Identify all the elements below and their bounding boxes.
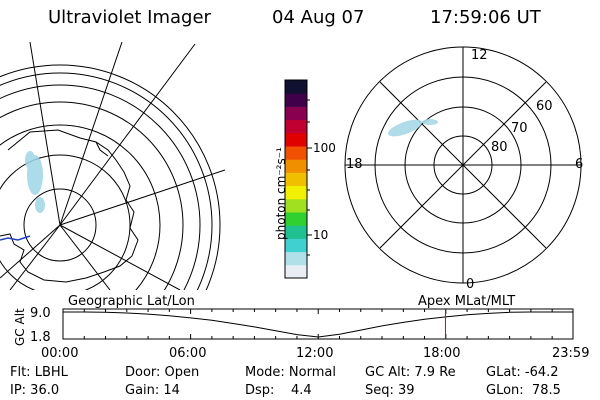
timeline-x-tick: 18:00: [423, 346, 461, 361]
lat-circle: [23, 188, 97, 262]
mlt-line: [379, 81, 547, 249]
lat-label-80: 80: [491, 140, 508, 155]
colorbar-cell: [285, 238, 307, 253]
lat-circle: [0, 101, 184, 290]
colorbar-cell: [285, 159, 307, 173]
meridian-line: [59, 224, 181, 290]
lat-circle: [0, 64, 221, 290]
mlt-label-6: 6: [575, 157, 584, 172]
gain-info: Gain: 14: [125, 383, 180, 398]
time-label: 17:59:06 UT: [430, 7, 541, 28]
colorbar-cell: [285, 225, 307, 239]
colorbar-cell: [285, 119, 307, 134]
glat-info: GLat: -64.2: [486, 365, 559, 380]
colorbar-cell: [285, 146, 307, 160]
aurora-emission: [25, 151, 45, 213]
aurora-emission: [387, 119, 438, 137]
meridian-line: [59, 43, 196, 226]
timeline-left-label: Geographic Lat/Lon: [68, 294, 195, 309]
timeline-y-tick-bottom: 1.8: [30, 330, 51, 345]
mlt-label-0: 0: [466, 277, 475, 292]
dsp-info: Dsp: 4.4: [245, 383, 312, 398]
coastline-highlight: [0, 235, 31, 241]
lat-circle: [0, 84, 201, 290]
glon-info: GLon: 78.5: [486, 383, 561, 398]
lat-label-60: 60: [536, 99, 553, 114]
timeline-x-tick: 06:00: [169, 346, 207, 361]
lat-circle: [0, 154, 131, 290]
timeline-x-tick: 23:59: [552, 346, 590, 361]
filter-info: Flt: LBHL: [10, 365, 68, 380]
mode-info: Mode: Normal: [245, 365, 336, 380]
colorbar-scale: [285, 80, 307, 279]
meridian-line: [29, 42, 61, 226]
colorbar-tick-10: 10: [313, 228, 329, 242]
altitude-curve: [63, 311, 573, 338]
lat-circle: [0, 124, 161, 290]
lat-circle: [0, 72, 213, 290]
colorbar-cell: [285, 172, 307, 187]
instrument-title: Ultraviolet Imager: [48, 7, 211, 28]
colorbar-cell: [285, 80, 307, 94]
ip-info: IP: 36.0: [10, 383, 60, 398]
timeline-y-tick-top: 9.0: [30, 306, 51, 321]
lat-label-70: 70: [511, 121, 528, 136]
colorbar-cell: [285, 93, 307, 107]
date-label: 04 Aug 07: [272, 7, 365, 28]
timeline-right-label: Apex MLat/MLT: [418, 294, 516, 309]
coastline: [95, 141, 109, 157]
colorbar-frame: [284, 79, 308, 279]
meridian-line: [59, 169, 225, 226]
gc-alt-info: GC Alt: 7.9 Re: [365, 365, 456, 380]
colorbar-cell: [285, 185, 307, 200]
colorbar-cell: [285, 251, 307, 266]
timeline-x-tick: 00:00: [41, 346, 79, 361]
mlt-label-18: 18: [346, 157, 363, 172]
meridian-line: [59, 42, 123, 226]
meridian-line: [0, 224, 61, 279]
colorbar-cell: [285, 212, 307, 226]
seq-info: Seq: 39: [365, 383, 415, 398]
colorbar-cell: [285, 264, 307, 279]
colorbar-tick-100: 100: [313, 141, 336, 155]
timeline-x-tick: 12:00: [296, 346, 334, 361]
colorbar-cell: [285, 198, 307, 213]
colorbar-cell: [285, 132, 307, 147]
meridian-line: [59, 224, 111, 290]
meridian-line: [9, 224, 61, 290]
colorbar-cell: [285, 106, 307, 121]
mlt-label-12: 12: [471, 48, 488, 63]
door-info: Door: Open: [125, 365, 200, 380]
